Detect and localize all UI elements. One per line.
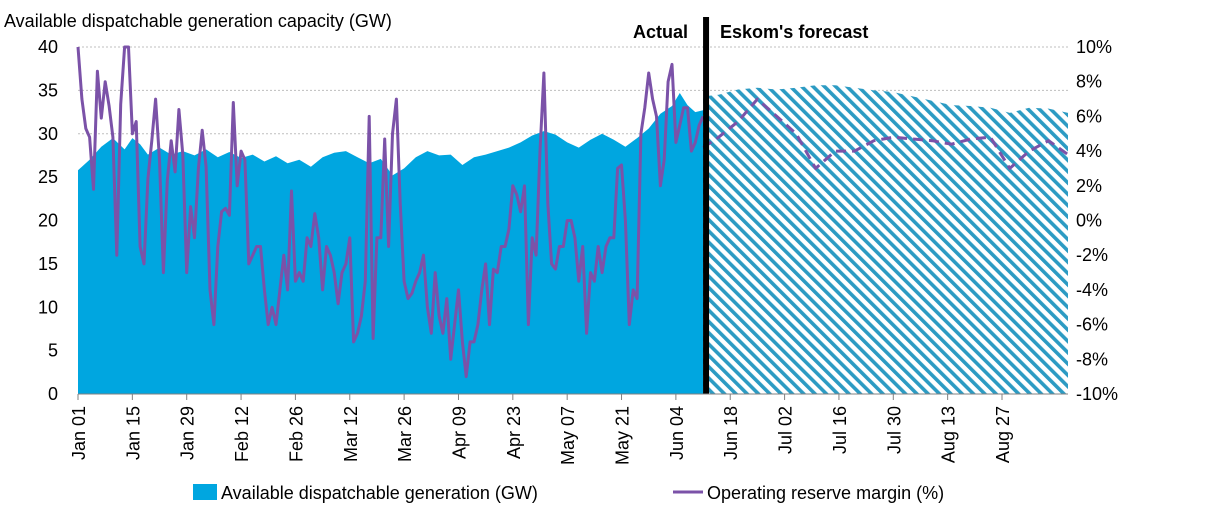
y-right-tick-label: 2% bbox=[1076, 176, 1102, 196]
legend-label-reserve-margin: Operating reserve margin (%) bbox=[707, 483, 944, 503]
x-tick-label: Aug 13 bbox=[939, 406, 959, 463]
legend-label-generation: Available dispatchable generation (GW) bbox=[221, 483, 538, 503]
y-right-tick-label: -6% bbox=[1076, 315, 1108, 335]
x-tick-label: Jul 30 bbox=[884, 406, 904, 454]
line-layer bbox=[76, 45, 1069, 379]
reserve-margin-line-actual bbox=[76, 45, 705, 379]
x-tick-label: May 21 bbox=[613, 406, 633, 465]
x-tick-label: Jun 04 bbox=[667, 406, 687, 460]
y-left-tick-label: 15 bbox=[38, 254, 58, 274]
y-left-tick-label: 25 bbox=[38, 167, 58, 187]
x-tick-label: Jul 16 bbox=[830, 406, 850, 454]
x-tick-label: Jan 29 bbox=[178, 406, 198, 460]
x-axis-tick-marks bbox=[77, 394, 1003, 400]
section-label-actual: Actual bbox=[633, 22, 688, 42]
y-left-tick-label: 5 bbox=[48, 341, 58, 361]
y-right-tick-label: -2% bbox=[1076, 245, 1108, 265]
y-right-tick-label: 8% bbox=[1076, 72, 1102, 92]
x-tick-label: Jan 15 bbox=[123, 406, 143, 460]
x-tick-label: Jul 02 bbox=[776, 406, 796, 454]
chart-title: Available dispatchable generation capaci… bbox=[4, 11, 392, 31]
area-layer bbox=[78, 85, 1068, 394]
x-tick-label: Feb 26 bbox=[286, 406, 306, 462]
x-tick-label: Feb 12 bbox=[232, 406, 252, 462]
y-left-tick-label: 10 bbox=[38, 297, 58, 317]
legend: Available dispatchable generation (GW) O… bbox=[193, 483, 944, 503]
x-tick-label: Jun 18 bbox=[721, 406, 741, 460]
x-tick-label: Jan 01 bbox=[69, 406, 89, 460]
y-left-tick-label: 35 bbox=[38, 80, 58, 100]
y-right-tick-label: 10% bbox=[1076, 37, 1112, 57]
section-label-forecast: Eskom's forecast bbox=[720, 22, 868, 42]
y-right-tick-label: -10% bbox=[1076, 384, 1118, 404]
x-tick-label: Apr 09 bbox=[449, 406, 469, 459]
y-left-tick-label: 30 bbox=[38, 124, 58, 144]
reserve-margin-line-forecast bbox=[702, 97, 1069, 170]
y-right-tick-label: 6% bbox=[1076, 106, 1102, 126]
x-axis-labels: Jan 01 Jan 15 Jan 29 Feb 12 Feb 26 Mar 12 Mar … bbox=[69, 406, 1013, 465]
y-right-tick-label: -4% bbox=[1076, 280, 1108, 300]
y-right-tick-label: 4% bbox=[1076, 141, 1102, 161]
x-tick-label: May 07 bbox=[558, 406, 578, 465]
x-tick-label: Apr 23 bbox=[504, 406, 524, 459]
y-right-tick-label: -8% bbox=[1076, 349, 1108, 369]
x-tick-label: Mar 26 bbox=[395, 406, 415, 462]
legend-swatch-generation bbox=[193, 484, 217, 500]
generation-area-forecast bbox=[703, 85, 1068, 394]
y-left-tick-label: 40 bbox=[38, 37, 58, 57]
y-left-tick-label: 0 bbox=[48, 384, 58, 404]
y-right-tick-label: 0% bbox=[1076, 211, 1102, 231]
y-left-tick-label: 20 bbox=[38, 211, 58, 231]
x-tick-label: Aug 27 bbox=[993, 406, 1013, 463]
x-tick-label: Mar 12 bbox=[341, 406, 361, 462]
y-axis-left-labels: 0 5 10 15 20 25 30 35 40 bbox=[38, 37, 58, 404]
generation-area-actual bbox=[78, 93, 704, 394]
y-axis-right-labels: -10% -8% -6% -4% -2% 0% 2% 4% 6% 8% 10% bbox=[1076, 37, 1118, 404]
